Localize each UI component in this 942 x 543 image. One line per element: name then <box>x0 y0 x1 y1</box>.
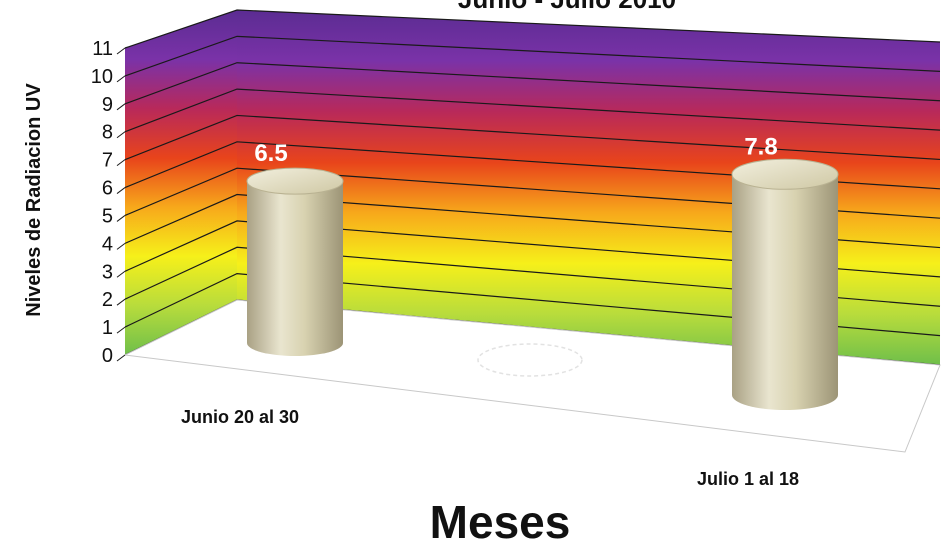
bar-top <box>731 158 839 190</box>
y-tick-mark <box>116 75 126 83</box>
y-axis-label: Niveles de Radiacion UV <box>23 83 45 317</box>
y-tick-label: 9 <box>102 94 113 116</box>
bar-body <box>732 174 838 410</box>
data-label: 7.8 <box>744 133 777 160</box>
y-tick-label: 2 <box>102 289 113 311</box>
chart-title: Junio - Julio 2010 <box>458 0 676 14</box>
gridline <box>124 273 941 337</box>
y-tick-mark <box>116 326 126 334</box>
y-tick-label: 4 <box>102 233 113 255</box>
gridline <box>124 193 941 249</box>
gridline <box>124 62 941 105</box>
y-tick-mark <box>116 298 126 306</box>
y-tick-mark <box>116 131 126 139</box>
y-tick-mark <box>116 159 126 167</box>
y-tick-mark <box>116 270 126 278</box>
y-tick-mark <box>116 354 126 362</box>
gridline <box>124 246 941 307</box>
bar-top <box>246 167 344 195</box>
gridline <box>124 88 941 133</box>
gridlines <box>124 9 941 366</box>
y-tick-mark <box>116 103 126 111</box>
gridline <box>124 9 941 49</box>
y-tick-label: 3 <box>102 261 113 283</box>
gridline <box>124 220 941 278</box>
y-tick-label: 6 <box>102 178 113 200</box>
y-tick-mark <box>116 242 126 250</box>
gridline <box>124 167 941 219</box>
gridline <box>124 35 941 77</box>
y-tick-label: 5 <box>102 205 113 227</box>
y-axis-ticks: 0 1 2 3 4 5 6 7 8 9 10 11 <box>91 38 126 367</box>
y-tick-label: 10 <box>91 66 113 88</box>
gridline <box>124 114 941 161</box>
y-tick-mark <box>116 47 126 55</box>
bar-1 <box>246 167 344 356</box>
y-tick-mark <box>116 187 126 194</box>
y-tick-label: 0 <box>102 345 113 367</box>
data-label: 6.5 <box>254 140 287 167</box>
y-tick-label: 11 <box>92 38 113 60</box>
gridline <box>124 141 941 190</box>
bar-2 <box>731 158 839 410</box>
bars: 6.5 7.8 <box>246 133 839 410</box>
y-tick-label: 1 <box>102 317 113 339</box>
x-axis-label: Meses <box>430 496 571 543</box>
y-tick-mark <box>116 215 126 222</box>
y-tick-label: 7 <box>102 150 113 172</box>
floor-marker <box>477 343 583 377</box>
category-label: Junio 20 al 30 <box>181 407 299 427</box>
category-label: Julio 1 al 18 <box>697 469 799 489</box>
y-tick-label: 8 <box>102 122 113 144</box>
category-labels: Junio 20 al 30 Julio 1 al 18 <box>181 407 799 489</box>
bar-body <box>247 181 343 356</box>
left-wall <box>125 10 237 355</box>
